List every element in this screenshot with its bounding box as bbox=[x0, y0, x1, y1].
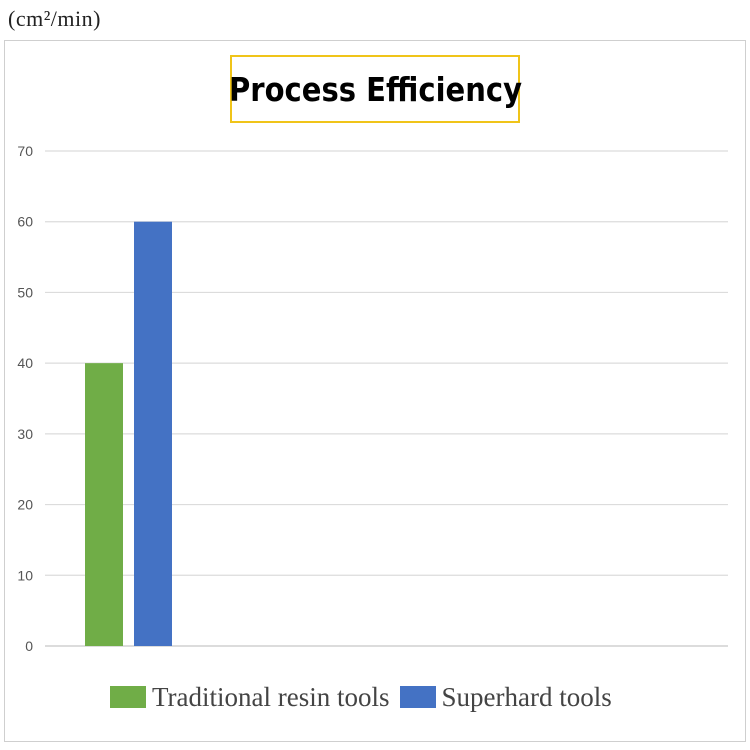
y-unit-label: (cm²/min) bbox=[8, 6, 101, 31]
legend-item-superhard: Superhard tools bbox=[399, 681, 612, 713]
legend-swatch-superhard bbox=[399, 686, 436, 708]
bar-superhard-tools bbox=[134, 221, 172, 646]
legend-label-superhard: Superhard tools bbox=[441, 681, 612, 712]
bar-traditional-resin-tools bbox=[85, 363, 123, 646]
bars bbox=[85, 221, 172, 646]
chart-title: Process Efficiency bbox=[228, 69, 522, 109]
legend-label-traditional: Traditional resin tools bbox=[152, 681, 390, 712]
y-tick-label-10: 10 bbox=[17, 567, 33, 583]
legend: Traditional resin tools Superhard tools bbox=[110, 680, 612, 714]
y-tick-label-70: 70 bbox=[17, 143, 33, 159]
y-tick-label-20: 20 bbox=[17, 497, 33, 513]
y-axis-ticks: 0 10 20 30 40 50 60 70 bbox=[17, 143, 33, 654]
legend-item-traditional: Traditional resin tools bbox=[110, 682, 390, 713]
y-tick-label-60: 60 bbox=[17, 214, 33, 230]
chart-title-box: Process Efficiency bbox=[228, 55, 522, 123]
chart-area bbox=[4, 40, 746, 742]
y-tick-label-40: 40 bbox=[17, 355, 33, 371]
y-tick-label-30: 30 bbox=[17, 426, 33, 442]
y-tick-label-0: 0 bbox=[25, 638, 33, 654]
y-tick-label-50: 50 bbox=[17, 284, 33, 300]
legend-swatch-traditional bbox=[110, 686, 146, 708]
